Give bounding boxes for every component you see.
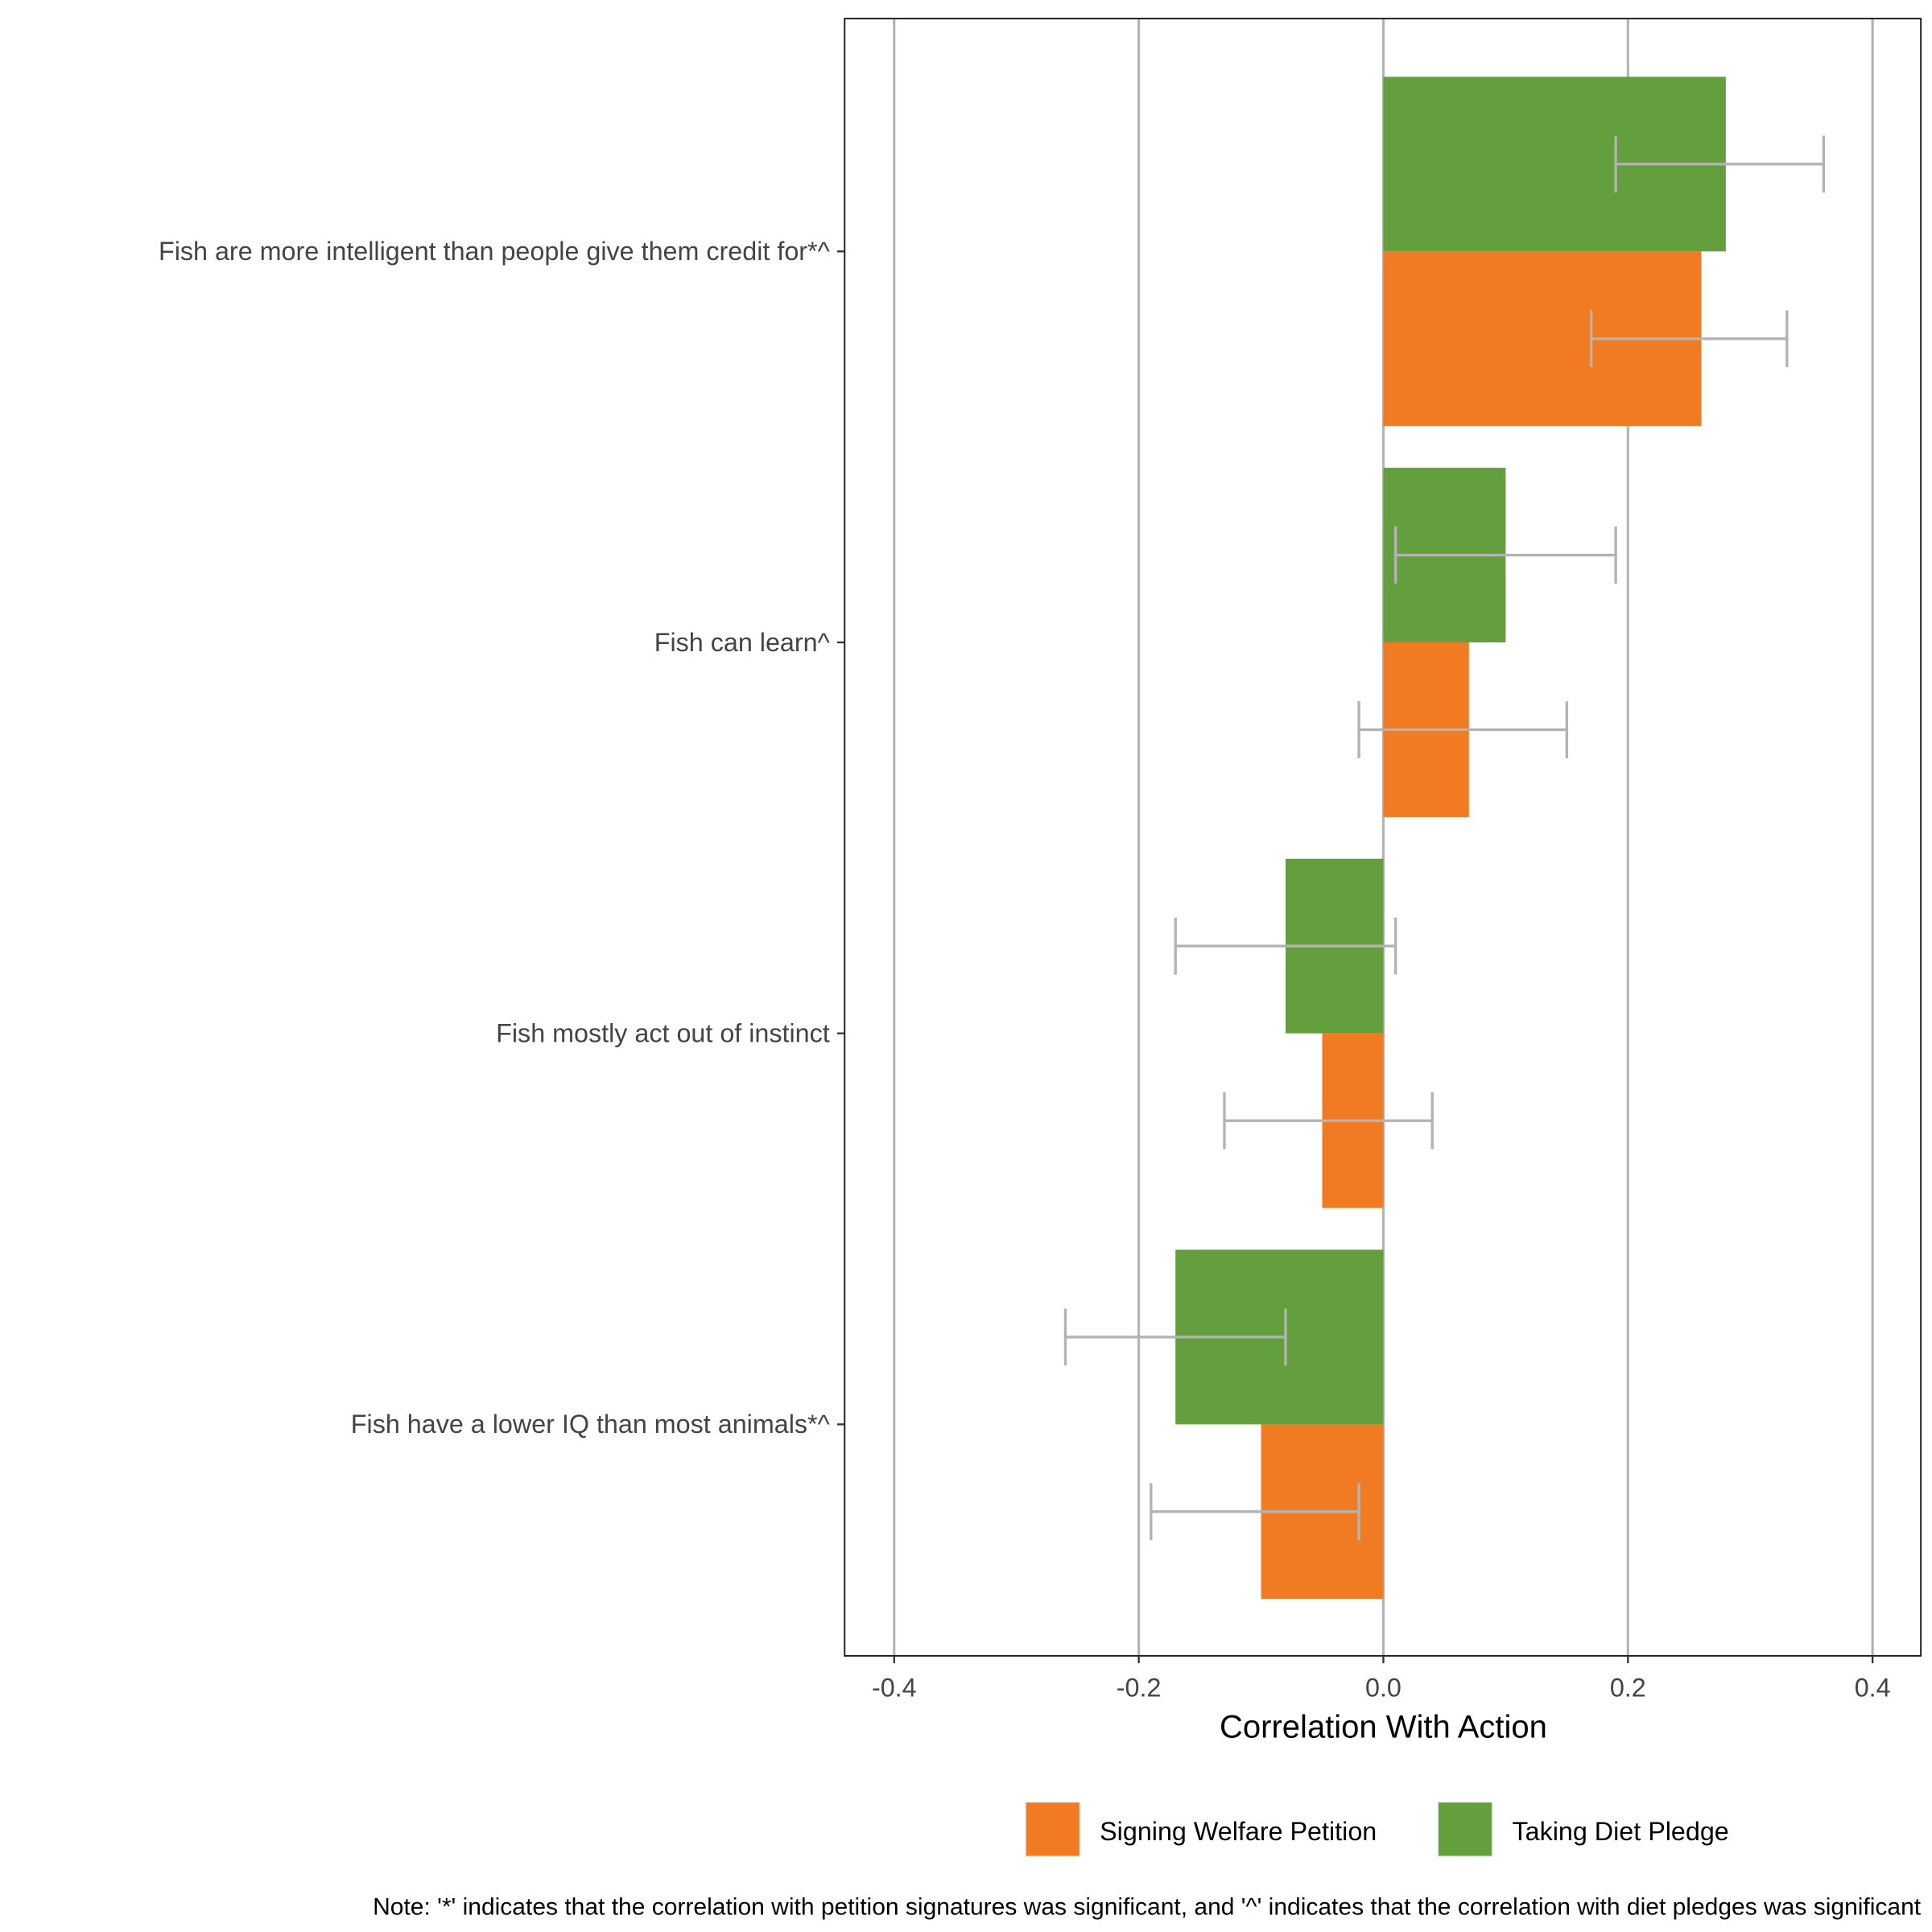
y-tick-label: Fish can learn^: [654, 628, 830, 657]
x-tick-label: -0.2: [1117, 1674, 1162, 1703]
bars: [1175, 76, 1726, 1600]
x-axis-title: Correlation With Action: [1220, 1709, 1547, 1744]
legend-swatch-petition: [1025, 1801, 1081, 1857]
footnote: Note: '*' indicates that the correlation…: [373, 1893, 1922, 1920]
legend: Signing Welfare Petition Taking Diet Ple…: [1025, 1801, 1729, 1857]
x-tick-label: -0.4: [872, 1674, 917, 1703]
y-tick-label: Fish mostly act out of instinct: [496, 1018, 830, 1047]
y-tick-label: Fish have a lower IQ than most animals*^: [351, 1410, 830, 1439]
x-tick-label: 0.2: [1610, 1674, 1646, 1703]
x-tick-label: 0.0: [1365, 1674, 1402, 1703]
legend-swatch-pledge: [1437, 1801, 1493, 1857]
legend-label-petition: Signing Welfare Petition: [1100, 1817, 1377, 1846]
x-axis: -0.4 -0.2 0.0 0.2 0.4: [872, 1655, 1891, 1703]
x-tick-label: 0.4: [1855, 1674, 1891, 1703]
error-bars: [1063, 135, 1826, 1541]
y-tick-label: Fish are more intelligent than people gi…: [159, 237, 830, 266]
legend-label-pledge: Taking Diet Pledge: [1512, 1817, 1728, 1846]
y-axis: Fish are more intelligent than people gi…: [159, 237, 845, 1439]
